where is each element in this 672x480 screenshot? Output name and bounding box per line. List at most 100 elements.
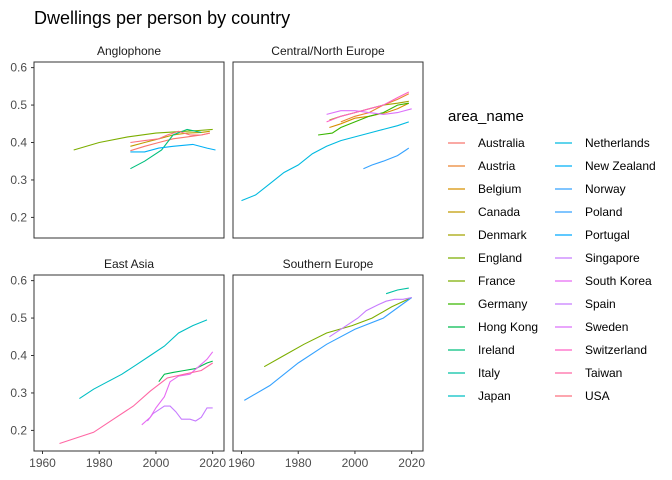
- legend-item-poland: Poland: [555, 205, 622, 219]
- facet-panels: Anglophone 0.2 0.3 0.4 0.5 0.6 Central/North E…: [10, 44, 425, 470]
- series-line-sweden: [326, 108, 412, 115]
- facet-strip-label: Southern Europe: [283, 257, 374, 271]
- facet-strip-label: Central/North Europe: [271, 44, 385, 58]
- x-tick-label: 2000: [143, 456, 170, 470]
- legend-label: Germany: [478, 297, 527, 311]
- legend-item-netherlands: Netherlands: [555, 136, 650, 150]
- y-tick-label: 0.3: [10, 173, 27, 187]
- legend-label: Australia: [478, 136, 525, 150]
- legend-label: Hong Kong: [478, 320, 538, 334]
- legend-label: Poland: [585, 205, 622, 219]
- legend-item-england: England: [448, 251, 522, 265]
- series-line-austria: [340, 93, 410, 123]
- legend-item-portugal: Portugal: [555, 228, 630, 242]
- y-tick-label: 0.3: [10, 386, 27, 400]
- chart-title: Dwellings per person by country: [34, 8, 290, 28]
- legend-label: Ireland: [478, 343, 515, 357]
- series-line-switzerland: [326, 91, 410, 123]
- series-line-taiwan: [59, 362, 214, 445]
- facet-panel-southern-europe: Southern Europe 1960 1980 2000 2020: [228, 257, 425, 470]
- panel-border: [232, 61, 424, 239]
- series-line-england: [73, 128, 213, 151]
- legend: area_name Australia Austria Belgium Canada D…: [448, 108, 656, 403]
- x-tick-label: 1960: [29, 456, 56, 470]
- legend-item-australia: Australia: [448, 136, 525, 150]
- legend-items: Australia Austria Belgium Canada Denmark Engl…: [448, 136, 656, 403]
- legend-item-austria: Austria: [448, 159, 516, 173]
- legend-label: Norway: [585, 182, 626, 196]
- facet-panel-anglophone: Anglophone 0.2 0.3 0.4 0.5 0.6: [10, 44, 225, 239]
- legend-label: Austria: [478, 159, 516, 173]
- series-line-hong-kong: [158, 360, 213, 383]
- y-tick-label: 0.5: [10, 311, 27, 325]
- series-line-spain: [329, 296, 412, 338]
- legend-label: Singapore: [585, 251, 640, 265]
- legend-label: Taiwan: [585, 366, 622, 380]
- legend-item-germany: Germany: [448, 297, 527, 311]
- legend-item-taiwan: Taiwan: [555, 366, 622, 380]
- legend-label: Sweden: [585, 320, 628, 334]
- legend-label: Spain: [585, 297, 616, 311]
- legend-item-sweden: Sweden: [555, 320, 628, 334]
- legend-item-denmark: Denmark: [448, 228, 528, 242]
- panel-border: [232, 274, 424, 452]
- series-line-ireland: [130, 128, 202, 170]
- series-line-belgium: [329, 102, 410, 129]
- series-line-netherlands: [241, 121, 409, 202]
- series-line-france: [263, 297, 412, 368]
- legend-item-switzerland: Switzerland: [555, 343, 647, 357]
- legend-item-belgium: Belgium: [448, 182, 521, 196]
- series-line-germany: [318, 102, 409, 136]
- legend-label: Belgium: [478, 182, 521, 196]
- series-line-italy: [385, 287, 409, 295]
- legend-label: Netherlands: [585, 136, 650, 150]
- facet-panel-central-north-europe: Central/North Europe: [232, 44, 424, 239]
- series-line-norway: [244, 297, 413, 401]
- y-tick-label: 0.6: [10, 61, 27, 75]
- series-line-singapore: [146, 405, 213, 422]
- legend-item-ireland: Ireland: [448, 343, 515, 357]
- series-line-new-zealand: [130, 143, 216, 153]
- legend-label: South Korea: [585, 274, 652, 288]
- y-tick-label: 0.2: [10, 210, 27, 224]
- legend-item-singapore: Singapore: [555, 251, 640, 265]
- series-line-japan: [79, 319, 208, 400]
- legend-label: France: [478, 274, 516, 288]
- facet-panel-east-asia: East Asia 0.2 0.3 0.4 0.5 0.6 1960 1980 2000 2020: [10, 257, 226, 470]
- y-tick-label: 0.4: [10, 136, 27, 150]
- x-tick-label: 1980: [285, 456, 312, 470]
- legend-item-france: France: [448, 274, 516, 288]
- legend-label: Japan: [478, 389, 511, 403]
- legend-label: England: [478, 251, 522, 265]
- legend-item-japan: Japan: [448, 389, 511, 403]
- legend-item-usa: USA: [555, 389, 610, 403]
- x-tick-label: 2020: [398, 456, 425, 470]
- legend-label: Portugal: [585, 228, 630, 242]
- legend-item-canada: Canada: [448, 205, 520, 219]
- series-line-south-korea: [141, 351, 214, 426]
- legend-label: New Zealand: [585, 159, 656, 173]
- y-tick-label: 0.4: [10, 349, 27, 363]
- panel-border: [33, 61, 225, 239]
- series-line-usa: [130, 130, 210, 144]
- legend-item-south-korea: South Korea: [555, 274, 652, 288]
- legend-label: Canada: [478, 205, 520, 219]
- panel-border: [33, 274, 225, 452]
- facet-strip-label: Anglophone: [97, 44, 161, 58]
- x-tick-label: 1960: [228, 456, 255, 470]
- legend-title: area_name: [448, 108, 524, 125]
- legend-item-spain: Spain: [555, 297, 616, 311]
- x-tick-label: 2020: [199, 456, 226, 470]
- x-tick-label: 1980: [86, 456, 113, 470]
- legend-item-norway: Norway: [555, 182, 626, 196]
- legend-label: Italy: [478, 366, 500, 380]
- y-tick-label: 0.2: [10, 423, 27, 437]
- x-tick-label: 2000: [342, 456, 369, 470]
- legend-label: Switzerland: [585, 343, 647, 357]
- legend-label: Denmark: [478, 228, 528, 242]
- legend-item-hong-kong: Hong Kong: [448, 320, 538, 334]
- legend-item-italy: Italy: [448, 366, 500, 380]
- y-tick-label: 0.5: [10, 98, 27, 112]
- legend-item-new-zealand: New Zealand: [555, 159, 656, 173]
